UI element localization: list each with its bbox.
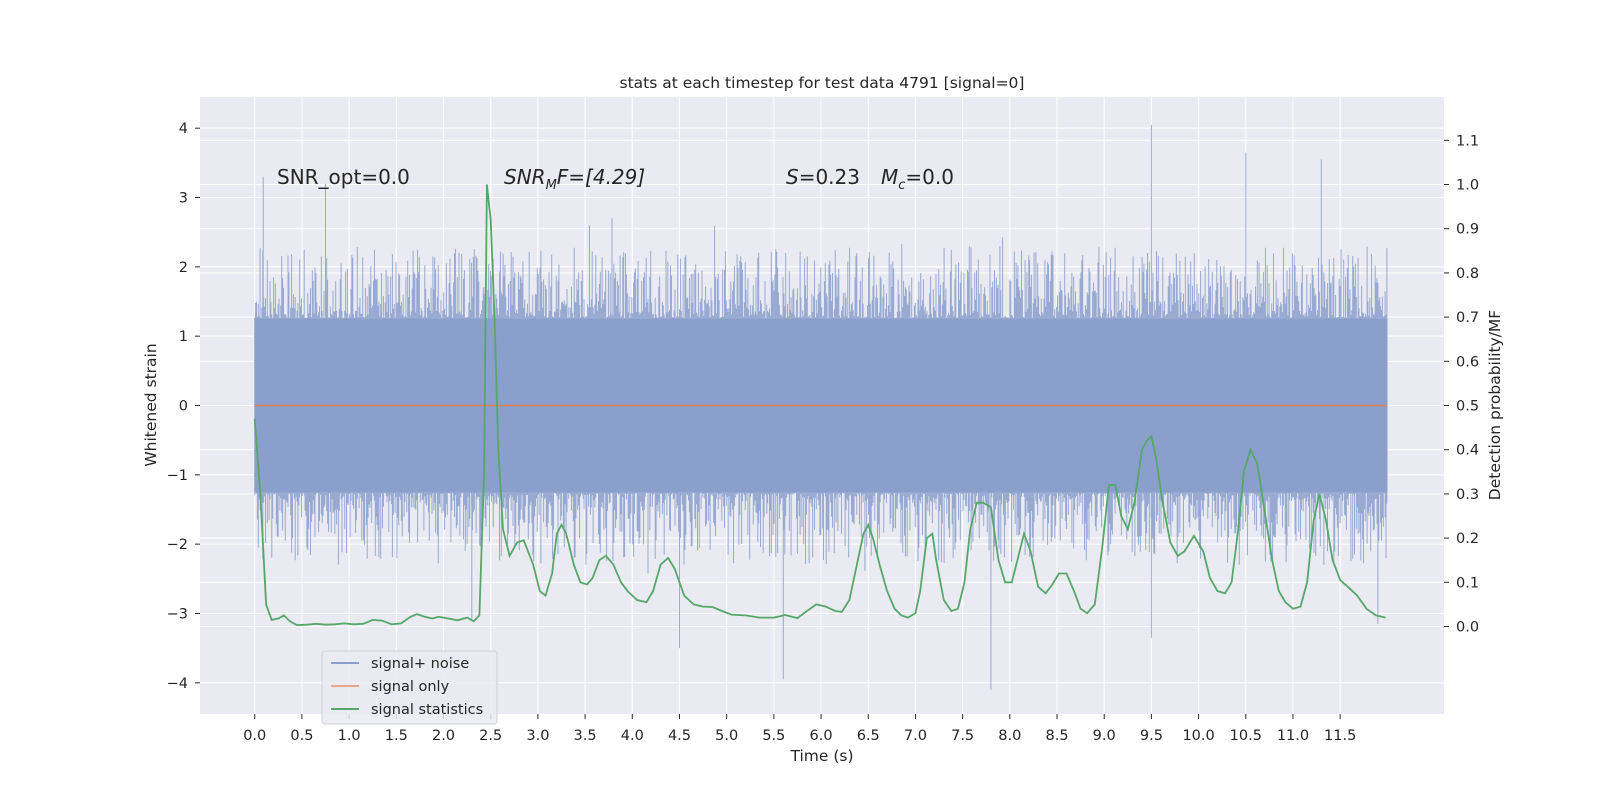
x-tick-label: 0.0	[243, 728, 266, 744]
legend: signal+ noise signal only signal statist…	[321, 650, 498, 725]
snr-mf-annotation: SNRMF=[4.29]	[504, 165, 645, 193]
y-right-axis-ticks: 1.1 1.0 0.9 0.8 0.7 0.6 0.5 0.4 0.3 0.2 0.1 0.0	[1444, 133, 1479, 635]
y-right-tick-label: 0.5	[1456, 399, 1479, 415]
x-tick-label: 10.5	[1230, 728, 1262, 744]
x-tick-label: 11.0	[1277, 728, 1309, 744]
y-right-tick-label: 0.1	[1456, 575, 1479, 591]
x-tick-label: 1.0	[338, 728, 361, 744]
y-left-axis-label: Whitened strain	[142, 343, 160, 466]
x-axis-label: Time (s)	[789, 747, 853, 765]
snr-mf-sub: M	[546, 178, 557, 193]
y-left-tick-label: −3	[167, 606, 188, 622]
x-tick-label: 9.0	[1093, 728, 1116, 744]
y-right-tick-label: 1.0	[1456, 178, 1479, 194]
x-tick-label: 3.0	[526, 728, 549, 744]
y-right-tick-label: 0.2	[1456, 531, 1479, 547]
y-right-tick-label: 0.0	[1456, 619, 1479, 635]
y-right-tick-label: 0.8	[1456, 266, 1479, 282]
x-tick-label: 5.5	[762, 728, 785, 744]
x-tick-label: 8.0	[998, 728, 1021, 744]
x-tick-label: 0.5	[290, 728, 313, 744]
snr-opt-annotation: SNR_opt=0.0	[277, 165, 410, 189]
x-tick-label: 4.5	[668, 728, 691, 744]
snr-mf-label: SNR	[504, 165, 546, 189]
y-left-tick-label: 4	[179, 121, 188, 137]
x-tick-label: 7.5	[951, 728, 974, 744]
x-tick-label: 6.5	[857, 728, 880, 744]
y-left-tick-label: 3	[179, 191, 188, 207]
snr-mf-f: F=[4.29]	[557, 165, 645, 189]
s-annotation: S=0.23	[786, 165, 860, 189]
x-tick-label: 2.0	[432, 728, 455, 744]
y-right-tick-label: 0.4	[1456, 443, 1479, 459]
y-left-tick-label: −4	[167, 676, 188, 692]
x-tick-label: 11.5	[1324, 728, 1356, 744]
y-right-axis-label: Detection probability/MF	[1486, 310, 1504, 501]
y-left-tick-label: −2	[167, 537, 188, 553]
x-tick-label: 6.0	[810, 728, 833, 744]
x-tick-label: 10.0	[1182, 728, 1214, 744]
mc-value: =0.0	[905, 165, 954, 189]
y-right-tick-label: 0.6	[1456, 354, 1479, 370]
legend-box	[321, 650, 498, 725]
y-right-tick-label: 0.3	[1456, 487, 1479, 503]
x-tick-label: 4.0	[621, 728, 644, 744]
x-tick-label: 5.0	[715, 728, 738, 744]
x-tick-label: 2.5	[479, 728, 502, 744]
mc-annotation: Mc=0.0	[881, 165, 954, 193]
y-right-tick-label: 0.9	[1456, 222, 1479, 238]
mc-label: M	[881, 165, 898, 189]
y-left-axis-ticks: 4 3 2 1 0 −1 −2 −3 −4	[167, 121, 200, 692]
x-tick-label: 9.5	[1140, 728, 1163, 744]
legend-label-noise: signal+ noise	[371, 656, 469, 672]
s-value: =0.23	[799, 165, 860, 189]
legend-label-stats: signal statistics	[371, 702, 483, 718]
x-axis-ticks: 0.0 0.5 1.0 1.5 2.0 2.5 3.0 3.5 4.0 4.5 5.0 5.5 6.0 6…	[243, 714, 1356, 744]
y-left-tick-label: 1	[179, 329, 188, 345]
x-tick-label: 8.5	[1045, 728, 1068, 744]
legend-label-signal: signal only	[371, 679, 450, 695]
chart-title: stats at each timestep for test data 479…	[620, 74, 1025, 92]
x-tick-label: 3.5	[574, 728, 597, 744]
y-left-tick-label: −1	[167, 468, 188, 484]
y-right-tick-label: 0.7	[1456, 310, 1479, 326]
y-left-tick-label: 2	[179, 260, 188, 276]
mc-sub: c	[898, 178, 905, 193]
x-tick-label: 7.0	[904, 728, 927, 744]
y-right-tick-label: 1.1	[1456, 133, 1479, 149]
y-left-tick-label: 0	[179, 399, 188, 415]
s-label: S	[786, 165, 799, 189]
signal-statistics-series	[253, 184, 1386, 627]
x-tick-label: 1.5	[385, 728, 408, 744]
